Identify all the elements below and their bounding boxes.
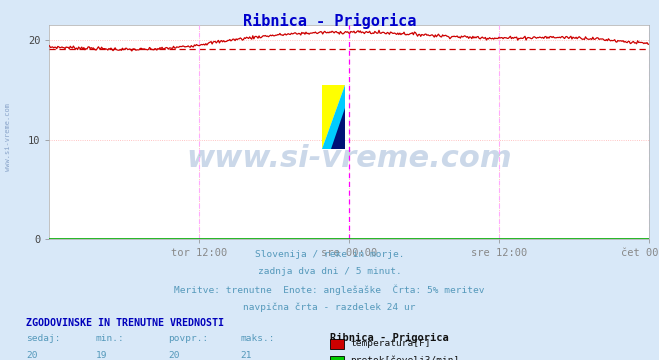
Text: 20: 20 (26, 351, 38, 360)
Polygon shape (322, 85, 345, 149)
Text: Slovenija / reke in morje.: Slovenija / reke in morje. (255, 250, 404, 259)
Text: Ribnica - Prigorica: Ribnica - Prigorica (330, 333, 448, 343)
Text: 19: 19 (96, 351, 107, 360)
Text: www.si-vreme.com: www.si-vreme.com (186, 144, 512, 172)
Text: Ribnica - Prigorica: Ribnica - Prigorica (243, 13, 416, 28)
Text: min.:: min.: (96, 334, 125, 343)
Text: navpična črta - razdelek 24 ur: navpična črta - razdelek 24 ur (243, 302, 416, 311)
Text: temperatura[F]: temperatura[F] (351, 339, 431, 348)
Text: maks.:: maks.: (241, 334, 275, 343)
Text: ZGODOVINSKE IN TRENUTNE VREDNOSTI: ZGODOVINSKE IN TRENUTNE VREDNOSTI (26, 318, 224, 328)
Polygon shape (331, 108, 345, 149)
Text: 20: 20 (168, 351, 179, 360)
Text: www.si-vreme.com: www.si-vreme.com (5, 103, 11, 171)
Text: povpr.:: povpr.: (168, 334, 208, 343)
Polygon shape (322, 85, 345, 149)
Text: 21: 21 (241, 351, 252, 360)
Text: zadnja dva dni / 5 minut.: zadnja dva dni / 5 minut. (258, 267, 401, 276)
Text: Meritve: trenutne  Enote: anglešaške  Črta: 5% meritev: Meritve: trenutne Enote: anglešaške Črta… (174, 285, 485, 295)
Text: pretok[čevelj3/min]: pretok[čevelj3/min] (351, 356, 460, 360)
Text: sedaj:: sedaj: (26, 334, 61, 343)
